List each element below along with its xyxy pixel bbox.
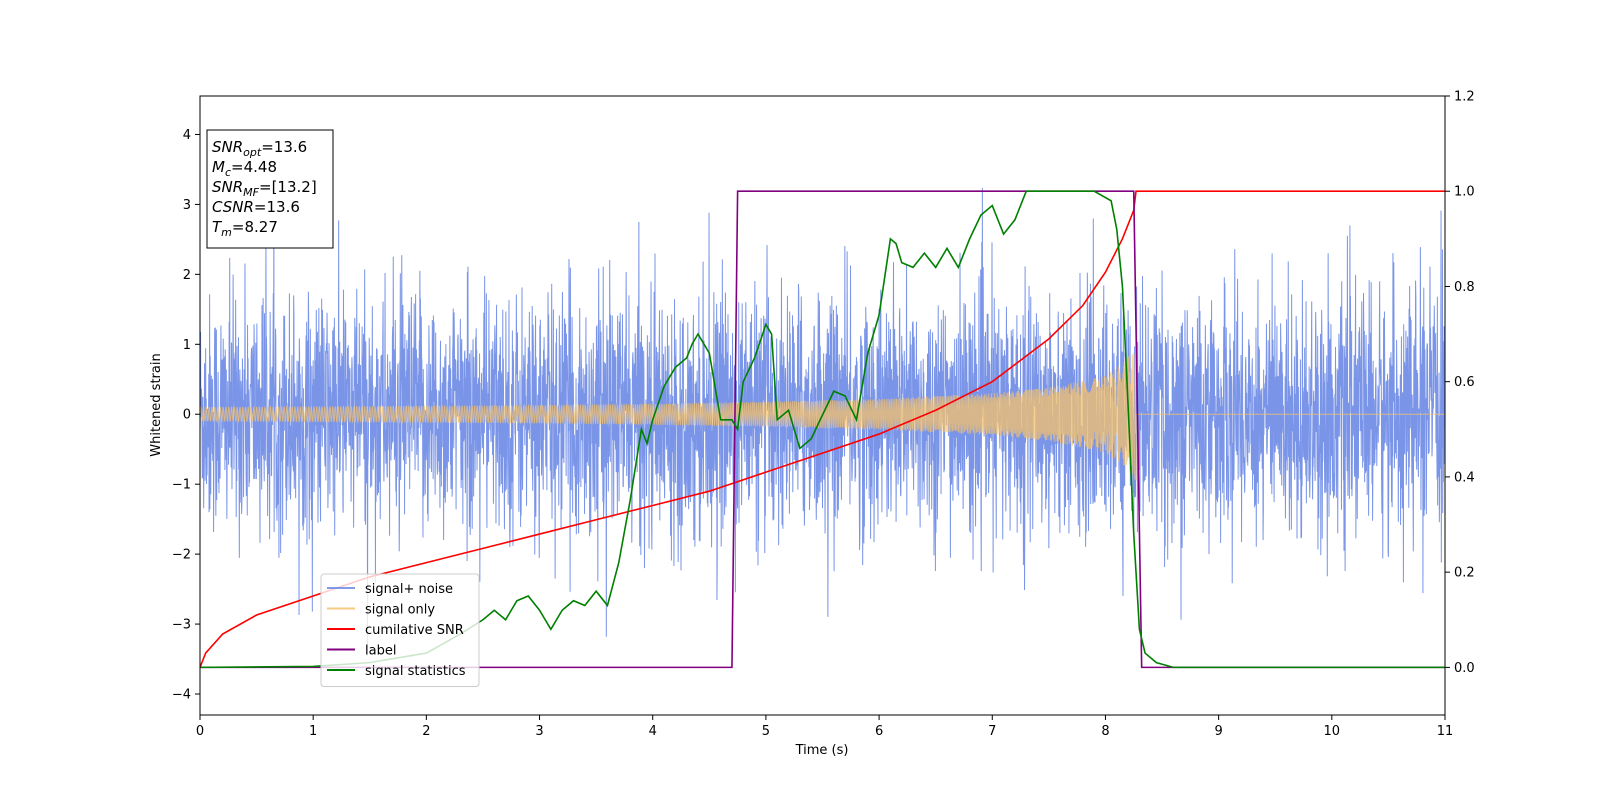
x-axis-label: Time (s) [795,743,849,758]
annotation-subscript: m [221,226,232,239]
x-tick-label: 9 [1214,724,1222,739]
x-tick-label: 1 [309,724,317,739]
annotation-value: =8.27 [232,218,278,236]
x-tick-label: 8 [1101,724,1109,739]
x-tick-label: 5 [762,724,770,739]
series-signal-only-line [200,352,1445,481]
y2-tick-label: 0.2 [1454,566,1475,581]
legend-label: signal+ noise [365,582,453,597]
y-tick-label: 4 [183,128,191,143]
y2-tick-label: 0.8 [1454,280,1475,295]
annotation-value: =[13.2] [259,178,317,196]
y-axis-label: Whitened strain [149,353,164,456]
y2-tick-label: 1.0 [1454,185,1475,200]
x-tick-label: 7 [988,724,996,739]
annotation-value: =13.6 [254,198,300,216]
legend-label: signal only [365,603,435,618]
y-tick-label: −3 [172,618,191,633]
x-tick-label: 0 [196,724,204,739]
annotation-line: CSNR=13.6 [212,198,300,216]
annotation-frame [206,129,334,249]
y-tick-label: −2 [172,548,191,563]
legend-label: cumilative SNR [365,623,464,638]
legend-label: signal statistics [365,664,466,679]
annotation-subscript: MF [243,186,259,199]
legend-label: label [365,644,396,659]
plot-frame [199,95,1446,716]
x-tick-label: 4 [649,724,657,739]
series-signal-noise-line [200,187,1445,656]
series-layer [200,187,1445,669]
y-tick-label: 0 [183,408,191,423]
y-tick-label: 3 [183,198,191,213]
annotation-line: Mc=4.48 [212,158,277,179]
y-tick-label: 2 [183,268,191,283]
y2-tick-label: 0.4 [1454,470,1475,485]
annotation-value: =4.48 [231,158,277,176]
y2-tick-label: 0.0 [1454,661,1475,676]
x-tick-label: 2 [422,724,430,739]
axes-layer: 0 1 2 3 4 5 6 7 8 9 10 11 −4 −3 −2 −1 0 1 2 3 4 0.0 0.2 0.4 0.6 0… [172,90,1475,740]
series-signal-statistics-line [200,190,1445,669]
annotation-symbol: T [212,218,223,236]
y-tick-label: −1 [172,478,191,493]
legend: signal+ noise signal only cumilative SNR la… [320,573,480,687]
x-tick-label: 3 [535,724,543,739]
y2-tick-label: 0.6 [1454,375,1475,390]
legend-frame [320,573,480,687]
x-tick-label: 10 [1324,724,1341,739]
x-tick-label: 6 [875,724,883,739]
annotation-line: Tm=8.27 [212,218,278,239]
annotation-subscript: c [225,166,231,179]
annotation-symbol: CSNR [212,198,254,216]
annotation-line: SNRopt=13.6 [212,138,307,159]
x-tick-label: 11 [1437,724,1454,739]
annotation-line: SNRMF=[13.2] [212,178,317,199]
series-cumilative-snr-line [200,190,1445,668]
annotation-symbol: SNR [212,178,243,196]
annotation-value: =13.6 [261,138,307,156]
annotation-symbol: M [212,158,225,176]
y-tick-label: 1 [183,338,191,353]
y2-tick-label: 1.2 [1454,90,1475,105]
annotation-symbol: SNR [212,138,243,156]
annotation-box: SNRopt=13.6Mc=4.48SNRMF=[13.2]CSNR=13.6T… [206,129,334,249]
y-tick-label: −4 [172,688,191,703]
annotation-subscript: opt [243,146,262,159]
